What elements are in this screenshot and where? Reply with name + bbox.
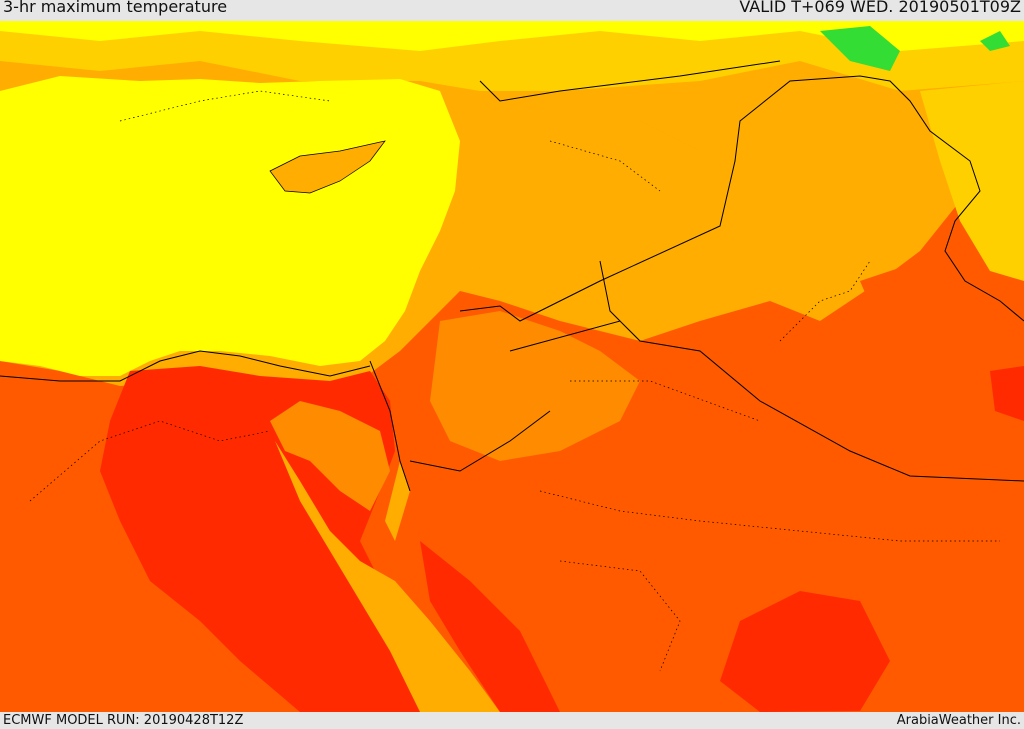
mediterranean-sea: [0, 76, 460, 376]
gold-zone-north-2: [0, 21, 1024, 91]
deep-red-saudi: [720, 591, 890, 712]
model-run: ECMWF MODEL RUN: 20190428T12Z: [3, 713, 244, 728]
green-north: [820, 26, 900, 71]
map-canvas: [0, 21, 1024, 712]
deep-red-kuwait: [990, 366, 1024, 421]
red-sea: [275, 441, 500, 712]
amber-syria: [470, 111, 720, 301]
orange-sinai: [270, 401, 390, 511]
map-title: 3-hr maximum temperature: [3, 0, 228, 16]
country-borders: [0, 60, 1024, 492]
gulf-of-aqaba: [385, 461, 410, 541]
temperature-map[interactable]: [0, 21, 1024, 712]
cyprus: [269, 140, 386, 194]
header-bar: 3-hr maximum temperature VALID T+069 WED…: [0, 0, 1024, 21]
amber-jordan: [430, 311, 640, 461]
credit-label: ArabiaWeather Inc.: [896, 713, 1021, 728]
green-north-2: [980, 31, 1010, 51]
deep-red-iraq: [860, 261, 1024, 441]
deep-red-west-coast: [420, 541, 560, 712]
footer-bar: ECMWF MODEL RUN: 20190428T12Z ArabiaWeat…: [0, 712, 1024, 729]
admin-boundaries: [29, 90, 1000, 672]
valid-time: VALID T+069 WED. 20190501T09Z: [739, 0, 1021, 16]
gold-zone-east: [920, 81, 1024, 281]
yellow-zone-north: [0, 21, 1024, 51]
